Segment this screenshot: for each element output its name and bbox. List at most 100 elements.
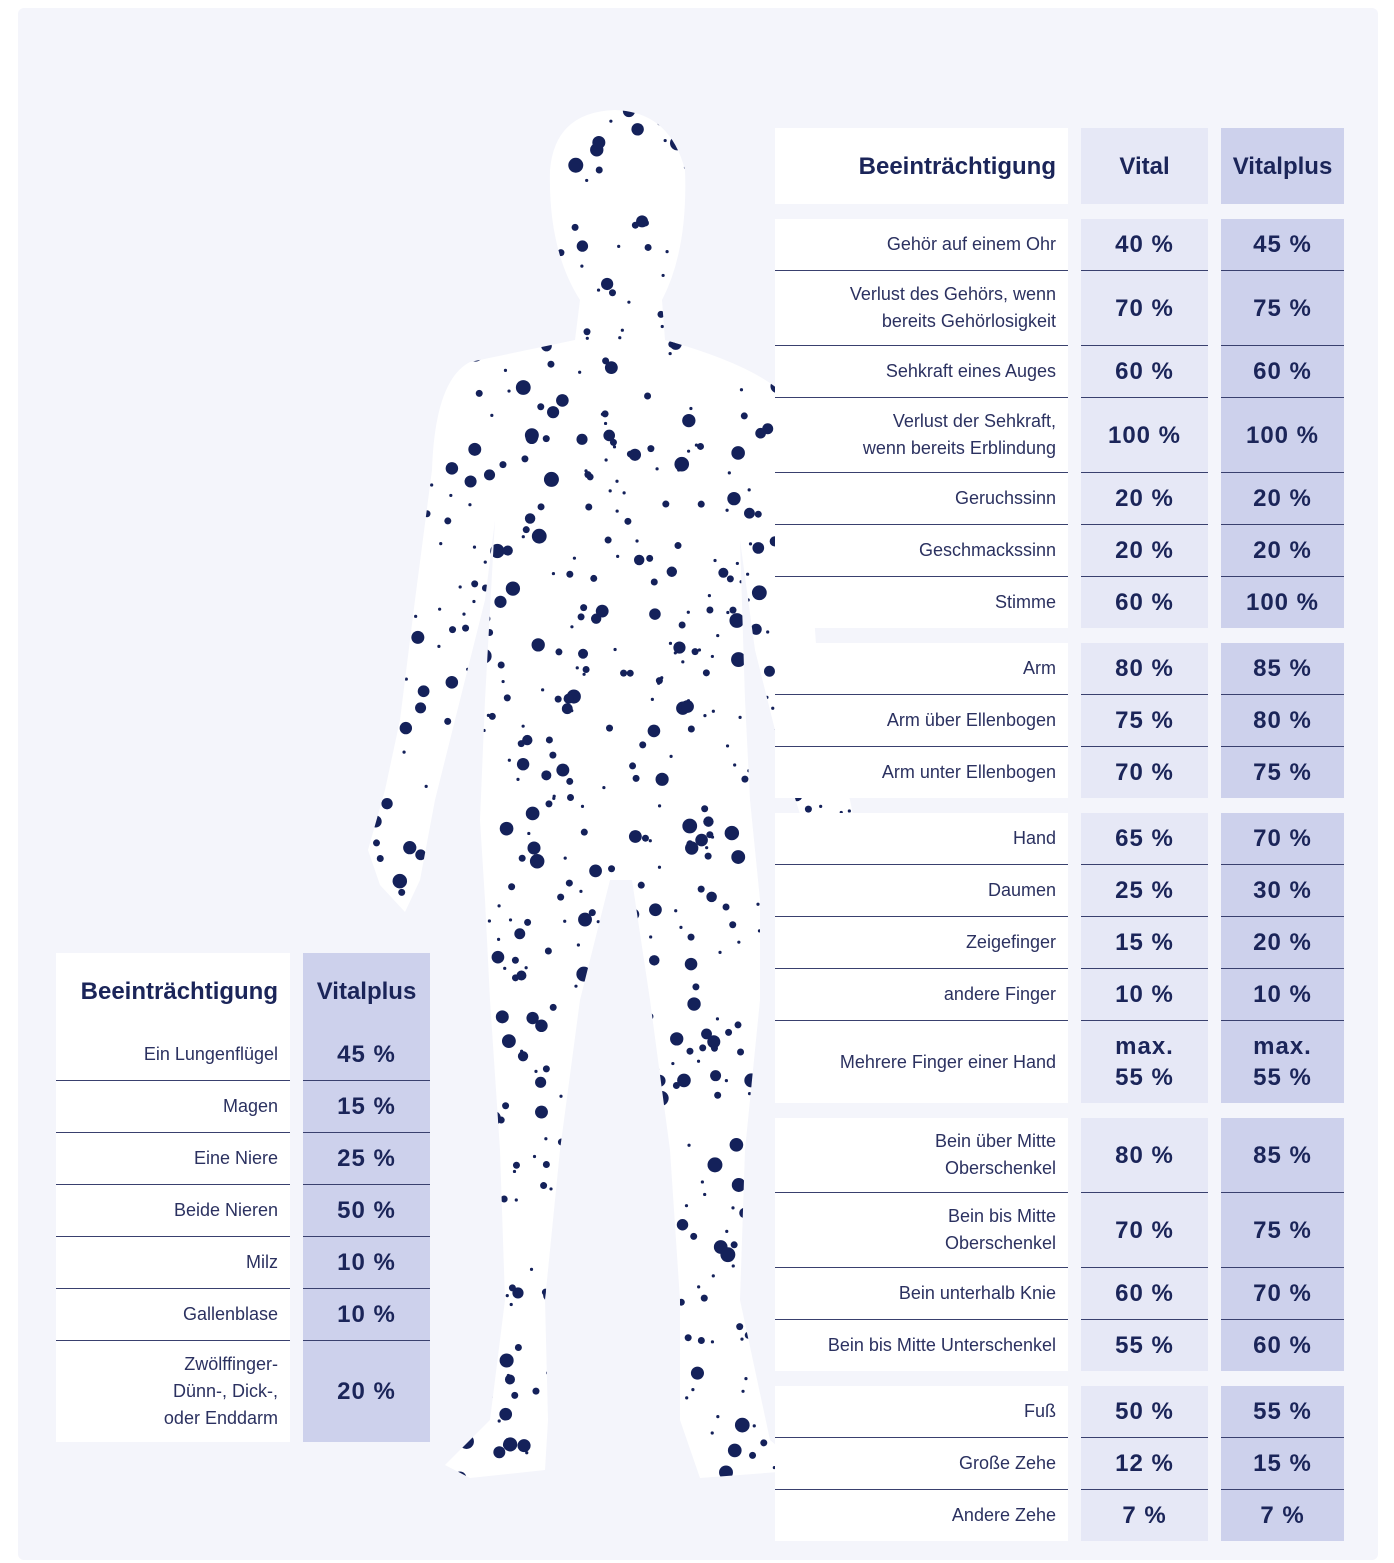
dot [605, 1006, 612, 1013]
dot [468, 1242, 475, 1249]
dot [531, 200, 534, 203]
label-cell: Bein bis Mitte Unterschenkel [775, 1320, 1068, 1371]
dot [365, 194, 368, 197]
dot [698, 286, 705, 293]
row-group: Arm80 %85 %Arm über Ellenbogen75 %80 %Ar… [775, 643, 1344, 798]
dot [656, 1178, 659, 1181]
dot [370, 816, 382, 828]
dot [560, 1212, 567, 1219]
dot [530, 1268, 533, 1271]
dot [499, 461, 506, 468]
label-cell: Eine Niere [56, 1133, 290, 1185]
dot [669, 642, 672, 645]
dot [515, 1344, 522, 1351]
dot [726, 611, 729, 614]
dot [765, 306, 772, 313]
dot [490, 1395, 493, 1398]
dot [385, 910, 388, 913]
dot [467, 1327, 474, 1334]
dot [541, 688, 544, 691]
dot [474, 336, 488, 350]
dot [409, 490, 416, 497]
dot [757, 803, 767, 813]
dot [388, 170, 391, 173]
dot [701, 132, 704, 135]
dot [646, 1013, 653, 1020]
dot [502, 1034, 516, 1048]
dot [653, 1075, 665, 1087]
dot [459, 585, 462, 588]
dot [359, 391, 366, 398]
dot [581, 829, 588, 836]
table-row: Verlust des Gehörs, wenn bereits Gehörlo… [775, 271, 1344, 346]
dot [692, 648, 699, 655]
dot [484, 1401, 491, 1408]
dot [649, 935, 652, 938]
dot [479, 310, 482, 313]
dot [645, 244, 652, 251]
dot [678, 1299, 685, 1306]
dot [507, 389, 510, 392]
dot [386, 137, 393, 144]
dot [543, 1065, 550, 1072]
dot [526, 1012, 538, 1024]
dot [537, 403, 544, 410]
dot [623, 105, 635, 117]
dot [678, 294, 685, 301]
dot [405, 448, 417, 460]
dot [609, 120, 612, 123]
dot [492, 141, 495, 144]
dot [730, 1251, 733, 1254]
dot [710, 154, 721, 165]
dot [418, 685, 430, 697]
dot [518, 214, 525, 221]
value-cell: 60 % [1081, 577, 1208, 628]
dot [572, 224, 579, 231]
dot [494, 1246, 497, 1249]
value-cell: 20 % [1081, 473, 1208, 525]
table-row: Geschmackssinn20 %20 % [775, 525, 1344, 577]
dot [439, 1201, 452, 1214]
dot [587, 473, 594, 480]
dot [497, 938, 500, 941]
dot [687, 997, 700, 1010]
dot [648, 1453, 651, 1456]
dot [608, 977, 621, 990]
dot [725, 509, 728, 512]
dot [648, 725, 661, 738]
dot [618, 336, 621, 339]
dot [410, 333, 413, 336]
dot [409, 317, 423, 331]
value-cell: 20 % [1221, 473, 1344, 525]
dot [482, 584, 489, 591]
value-cell: 70 % [1221, 1268, 1344, 1320]
dot [678, 1074, 690, 1086]
dot [658, 804, 661, 807]
dot [490, 414, 493, 417]
dot [436, 358, 449, 371]
dot [697, 1285, 700, 1288]
dot [413, 575, 416, 578]
dot [400, 722, 412, 734]
dot [527, 832, 530, 835]
dot [651, 698, 654, 701]
dot [648, 1400, 651, 1403]
dot [606, 1069, 609, 1072]
dot [631, 123, 643, 135]
label-cell: Zeigefinger [775, 917, 1068, 969]
label-cell: Stimme [775, 577, 1068, 628]
dot [733, 763, 736, 766]
dot [577, 943, 580, 946]
dot [500, 822, 514, 836]
dot [718, 951, 721, 954]
dot [468, 443, 481, 456]
dot [454, 219, 457, 222]
dot [607, 1420, 610, 1423]
dot [541, 770, 551, 780]
dot [556, 394, 569, 407]
dot [664, 139, 667, 142]
dot [511, 330, 514, 333]
dot [756, 903, 759, 906]
dot [574, 693, 577, 696]
dot [667, 567, 677, 577]
